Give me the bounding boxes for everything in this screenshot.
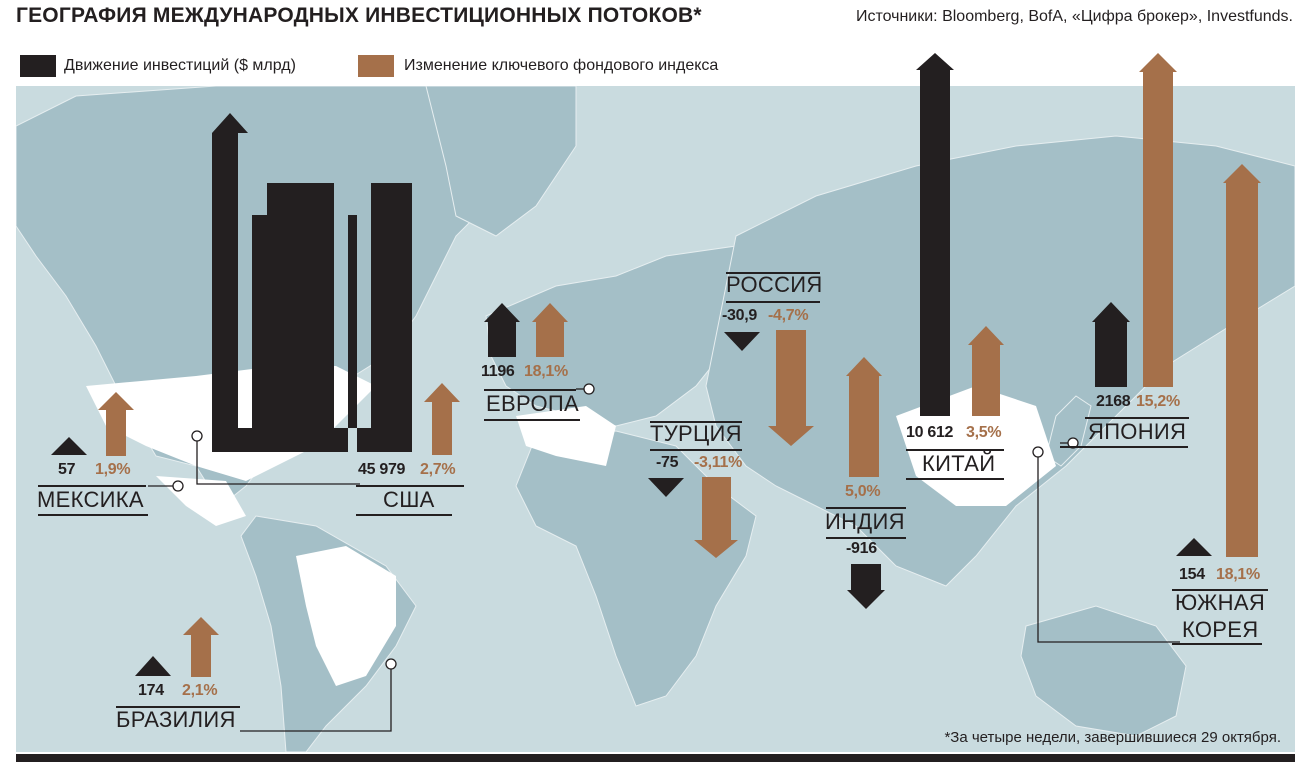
australia-land <box>1020 605 1187 737</box>
mexico-investment-arrow <box>51 437 87 455</box>
mexico-underline <box>38 514 148 516</box>
source-note: Источники: Bloomberg, BofA, «Цифра броке… <box>855 8 1293 25</box>
europe-country-name: ЕВРОПА <box>486 391 579 416</box>
korea-investment-value: 154 <box>1179 566 1205 583</box>
europe-index-arrow <box>532 303 568 357</box>
legend-swatch-investment <box>20 55 56 77</box>
usa-underline <box>356 514 452 516</box>
brazil-country-name: БРАЗИЛИЯ <box>116 707 236 732</box>
japan-investment-arrow <box>1092 302 1130 387</box>
europe-marker <box>583 383 595 395</box>
bottom-bar <box>16 754 1295 762</box>
china-country-name: КИТАЙ <box>922 451 996 476</box>
mexico-index-value: 1,9% <box>95 461 131 478</box>
usa-country-name: США <box>383 487 435 512</box>
greenland-land <box>425 86 577 237</box>
russia-country-name: РОССИЯ <box>726 272 823 297</box>
mexico-index-arrow <box>98 392 134 456</box>
japan-investment-value: 2168 <box>1096 393 1131 410</box>
brazil-marker <box>385 658 397 670</box>
japan-divider <box>1085 417 1189 419</box>
brazil-index-arrow <box>183 617 219 677</box>
india-investment-arrow <box>847 564 885 609</box>
japan-index-value: 15,2% <box>1136 393 1180 410</box>
page-title: ГЕОГРАФИЯ МЕЖДУНАРОДНЫХ ИНВЕСТИЦИОННЫХ П… <box>16 4 702 27</box>
europe-index-value: 18,1% <box>524 363 568 380</box>
brazil-investment-value: 174 <box>138 682 164 699</box>
china-index-arrow <box>968 326 1004 416</box>
india-divider <box>826 537 906 539</box>
footnote: *За четыре недели, завершившиеся 29 октя… <box>944 729 1281 746</box>
india-investment-value: -916 <box>846 540 877 557</box>
legend-swatch-index <box>358 55 394 77</box>
usa-index-arrow <box>424 383 460 455</box>
usa-investment-arrow <box>212 113 412 452</box>
europe-underline <box>484 419 580 421</box>
turkey-index-arrow <box>694 477 738 558</box>
usa-index-value: 2,7% <box>420 461 456 478</box>
mexico-divider <box>38 485 146 487</box>
russia-index-arrow <box>768 330 814 446</box>
korea-underline <box>1172 643 1262 645</box>
europe-divider <box>484 389 576 391</box>
africa-land <box>515 430 757 707</box>
brazil-index-value: 2,1% <box>182 682 218 699</box>
korea-index-arrow <box>1223 164 1261 557</box>
turkey-country-name: ТУРЦИЯ <box>650 421 742 446</box>
turkey-divider <box>650 449 742 451</box>
china-underline <box>906 478 1004 480</box>
india-country-name: ИНДИЯ <box>825 509 905 534</box>
india-overline <box>826 507 906 509</box>
turkey-index-value: -3,11% <box>694 454 743 471</box>
mexico-investment-value: 57 <box>58 461 76 478</box>
turkey-overline <box>650 421 742 423</box>
china-divider <box>906 449 1004 451</box>
korea-divider <box>1172 589 1268 591</box>
india-index-arrow <box>846 357 882 477</box>
brazil-land-highlight <box>296 546 396 686</box>
japan-underline <box>1060 446 1188 448</box>
brazil-investment-arrow <box>135 656 171 676</box>
mexico-country-name: МЕКСИКА <box>37 487 144 512</box>
korea-index-value: 18,1% <box>1216 566 1260 583</box>
legend-label-index: Изменение ключевого фондового индекса <box>404 57 719 74</box>
japan-marker <box>1067 437 1079 449</box>
usa-connector <box>196 436 360 485</box>
korea-country-name-line2: КОРЕЯ <box>1182 617 1259 642</box>
korea-country-name-line1: ЮЖНАЯ <box>1175 590 1266 615</box>
korea-connector <box>1037 452 1180 643</box>
japan-country-name: ЯПОНИЯ <box>1088 419 1187 444</box>
europe-land-highlight <box>516 406 616 466</box>
russia-index-value: -4,7% <box>768 307 809 324</box>
korea-marker <box>1032 446 1044 458</box>
usa-investment-value: 45 979 <box>358 461 406 478</box>
turkey-investment-value: -75 <box>656 454 679 471</box>
russia-investment-value: -30,9 <box>722 307 757 324</box>
turkey-investment-arrow <box>648 478 684 497</box>
russia-overline <box>726 272 820 274</box>
usa-marker <box>191 430 203 442</box>
china-investment-value: 10 612 <box>906 424 954 441</box>
korea-investment-arrow <box>1176 538 1212 556</box>
china-investment-arrow <box>916 53 954 416</box>
china-index-value: 3,5% <box>966 424 1002 441</box>
russia-divider <box>726 301 820 303</box>
europe-investment-value: 1196 <box>481 363 515 380</box>
brazil-divider <box>116 706 240 708</box>
brazil-connector <box>240 664 392 732</box>
europe-investment-arrow <box>484 303 520 357</box>
india-index-value: 5,0% <box>845 483 881 500</box>
usa-divider <box>356 485 464 487</box>
legend-label-investment: Движение инвестиций ($ млрд) <box>64 57 296 74</box>
japan-index-arrow <box>1139 53 1177 387</box>
mexico-marker <box>172 480 184 492</box>
russia-investment-arrow <box>724 332 760 351</box>
